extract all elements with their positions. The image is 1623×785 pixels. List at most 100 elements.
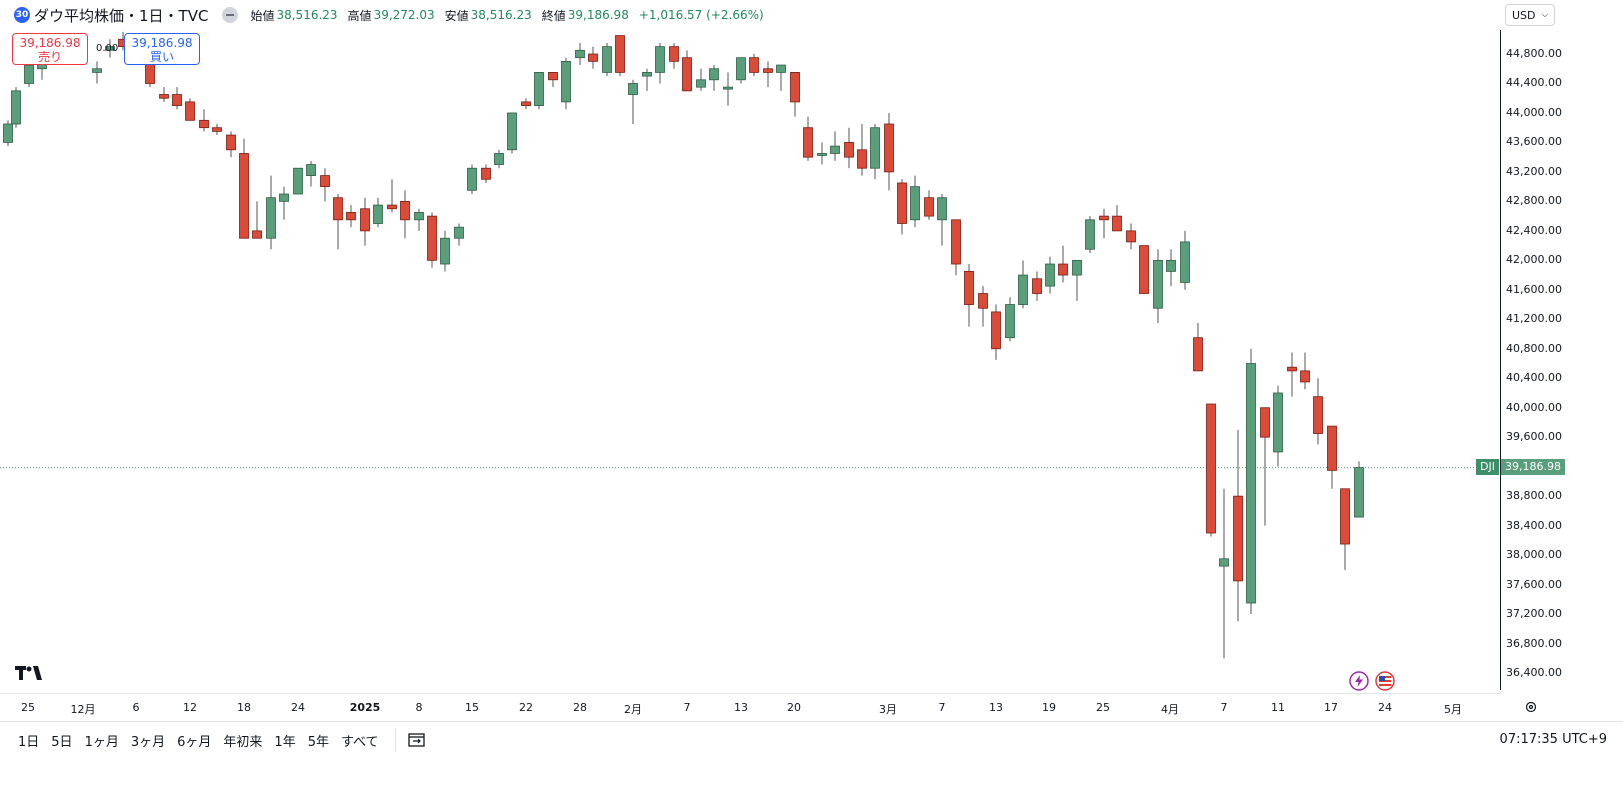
candle-body <box>991 311 1001 350</box>
candle <box>373 197 383 228</box>
range-5y[interactable]: 5年 <box>307 734 329 750</box>
candle <box>414 208 424 231</box>
candle <box>951 219 961 276</box>
candle <box>185 98 195 121</box>
price-tick-label: 42,000.00 <box>1506 253 1562 267</box>
candle <box>212 124 222 136</box>
candle-body <box>293 167 303 195</box>
candle <box>628 79 638 125</box>
range-3m[interactable]: 3ヶ月 <box>130 734 166 750</box>
settings-icon[interactable] <box>1524 700 1538 714</box>
candle-body <box>588 53 598 62</box>
candle <box>1180 230 1190 290</box>
candle <box>279 186 289 220</box>
candle-body <box>1193 337 1203 372</box>
candle-body <box>897 182 907 224</box>
candle <box>1327 425 1337 489</box>
candle-body <box>615 35 625 73</box>
candle-body <box>561 60 571 103</box>
hide-legend-button[interactable] <box>222 7 239 23</box>
candle <box>266 175 276 250</box>
candle <box>817 142 827 165</box>
candle <box>615 35 625 77</box>
candle-body <box>964 270 974 305</box>
time-tick-label: 2月 <box>624 703 642 716</box>
candle <box>172 87 182 110</box>
date-range-icon[interactable] <box>407 732 426 748</box>
currency-button[interactable]: USD ⌵ <box>1505 4 1555 26</box>
low-value: 38,516.23 <box>470 8 532 22</box>
candle <box>1072 259 1082 301</box>
candle-body <box>1153 259 1163 309</box>
tradingview-logo <box>15 666 42 680</box>
time-tick-label: 6 <box>132 701 140 714</box>
candle-body <box>857 149 867 169</box>
candle <box>1166 249 1176 287</box>
candle <box>924 190 934 220</box>
range-5d[interactable]: 5日 <box>51 734 73 750</box>
clock[interactable]: 07:17:35 UTC+9 <box>1499 732 1607 747</box>
lightning-event-icon[interactable] <box>1349 671 1369 691</box>
candle-body <box>3 123 13 143</box>
candle <box>1313 378 1323 445</box>
symbol-title[interactable]: ダウ平均株価・1日・TVC <box>34 6 209 25</box>
price-tick-label: 40,000.00 <box>1506 400 1562 414</box>
buy-label: 買い <box>149 50 174 64</box>
price-tick-label: 44,000.00 <box>1506 105 1562 119</box>
range-1m[interactable]: 1ヶ月 <box>84 734 119 750</box>
candle-body <box>172 94 182 106</box>
candle <box>427 212 437 268</box>
candle-body <box>320 175 330 188</box>
buy-button[interactable]: 39,186.98 買い <box>124 33 200 65</box>
candle <box>844 127 854 169</box>
candle-body <box>24 64 34 84</box>
candle <box>1045 256 1055 294</box>
range-1y[interactable]: 1年 <box>274 734 296 750</box>
candle <box>1005 297 1015 342</box>
candle <box>105 39 115 58</box>
price-tick-label: 39,600.00 <box>1506 430 1562 444</box>
candlestick-chart[interactable] <box>0 0 1500 692</box>
chart-header: 30 ダウ平均株価・1日・TVC 始値 38,516.23 高値 39,272.… <box>0 0 1540 30</box>
candle <box>642 68 652 91</box>
time-tick-label: 13 <box>989 701 1003 714</box>
us-flag-event-icon[interactable] <box>1375 671 1395 691</box>
spread-value: 0.00 <box>96 43 119 54</box>
high-value: 39,272.03 <box>373 8 435 22</box>
candle <box>252 201 262 239</box>
candle-body <box>723 86 733 90</box>
candle-body <box>226 134 236 151</box>
candle <box>736 57 746 84</box>
candle-body <box>467 167 477 191</box>
symbol-badge[interactable]: 30 <box>14 7 30 23</box>
range-1d[interactable]: 1日 <box>18 734 40 750</box>
candle <box>561 57 571 110</box>
candle <box>682 50 692 92</box>
price-tick-label: 40,800.00 <box>1506 341 1562 355</box>
candle-body <box>1340 488 1350 545</box>
price-axis[interactable] <box>1500 30 1623 690</box>
candle <box>749 54 759 77</box>
last-price-value: 39,186.98 <box>1500 459 1565 475</box>
time-tick-label: 7 <box>1220 701 1228 714</box>
time-tick-label: 12月 <box>70 703 96 716</box>
candle-body <box>978 293 988 309</box>
price-tick-label: 42,400.00 <box>1506 223 1562 237</box>
candle <box>588 46 598 69</box>
candle-body <box>1233 495 1243 582</box>
candle <box>1246 348 1256 615</box>
candle-body <box>427 215 437 261</box>
candle <box>1153 249 1163 323</box>
range-ytd[interactable]: 年初来 <box>223 734 263 750</box>
candle <box>333 194 343 250</box>
candle <box>226 131 236 158</box>
candle <box>3 120 13 147</box>
range-6m[interactable]: 6ヶ月 <box>177 734 212 750</box>
time-axis[interactable]: 25 12月 6 12 18 24 2025 8 15 22 28 2月 7 13 20 3月 7 13 19 25 4… <box>0 693 1500 720</box>
candle-body <box>185 101 195 121</box>
candle-body <box>1058 263 1068 276</box>
sell-button[interactable]: 39,186.98 売り <box>12 33 88 65</box>
range-all[interactable]: すべて <box>340 734 379 750</box>
time-tick-label: 24 <box>291 701 305 714</box>
time-tick-label: 3月 <box>879 703 897 716</box>
